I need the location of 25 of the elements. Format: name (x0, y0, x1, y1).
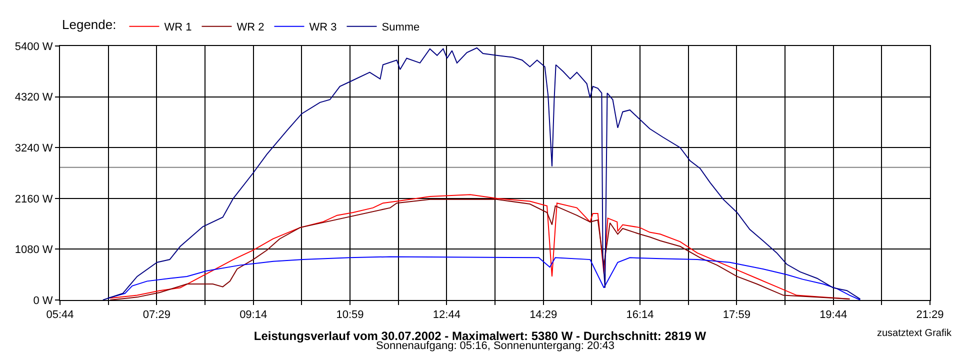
x-tick-label: 16:14 (626, 309, 654, 322)
x-tick-label: 07:29 (142, 309, 170, 322)
legend-label: WR 1 (164, 22, 192, 34)
legend-label: WR 2 (236, 22, 264, 34)
x-tick-label: 19:44 (820, 309, 848, 322)
x-tick-label: 10:59 (336, 309, 364, 322)
y-tick-label: 1080 W (14, 244, 54, 256)
x-tick-label: 05:44 (46, 309, 74, 322)
legend-title: Legende: (62, 16, 116, 32)
x-tick-label: 14:29 (530, 309, 558, 322)
text: zusatztext Grafik (877, 328, 952, 339)
y-tick-label: 4320 W (14, 92, 54, 104)
x-tick-label: 17:59 (722, 309, 750, 322)
y-tick-label: 2160 W (14, 193, 54, 206)
y-tick-label: 0 W (33, 294, 54, 307)
x-tick-label: 09:14 (240, 309, 268, 322)
y-tick-label: 5400 W (14, 40, 54, 53)
legend-label: WR 3 (309, 22, 337, 34)
legend-label: Summe (382, 22, 420, 34)
line-series (102, 47, 861, 300)
line-series (107, 256, 861, 300)
x-tick-label: 21:29 (916, 309, 944, 322)
text: Sonnenaufgang: 05:16, Sonnenuntergang: 20:43 (376, 340, 615, 352)
y-tick-label: 3240 W (14, 142, 54, 154)
x-tick-label: 12:44 (432, 309, 460, 322)
